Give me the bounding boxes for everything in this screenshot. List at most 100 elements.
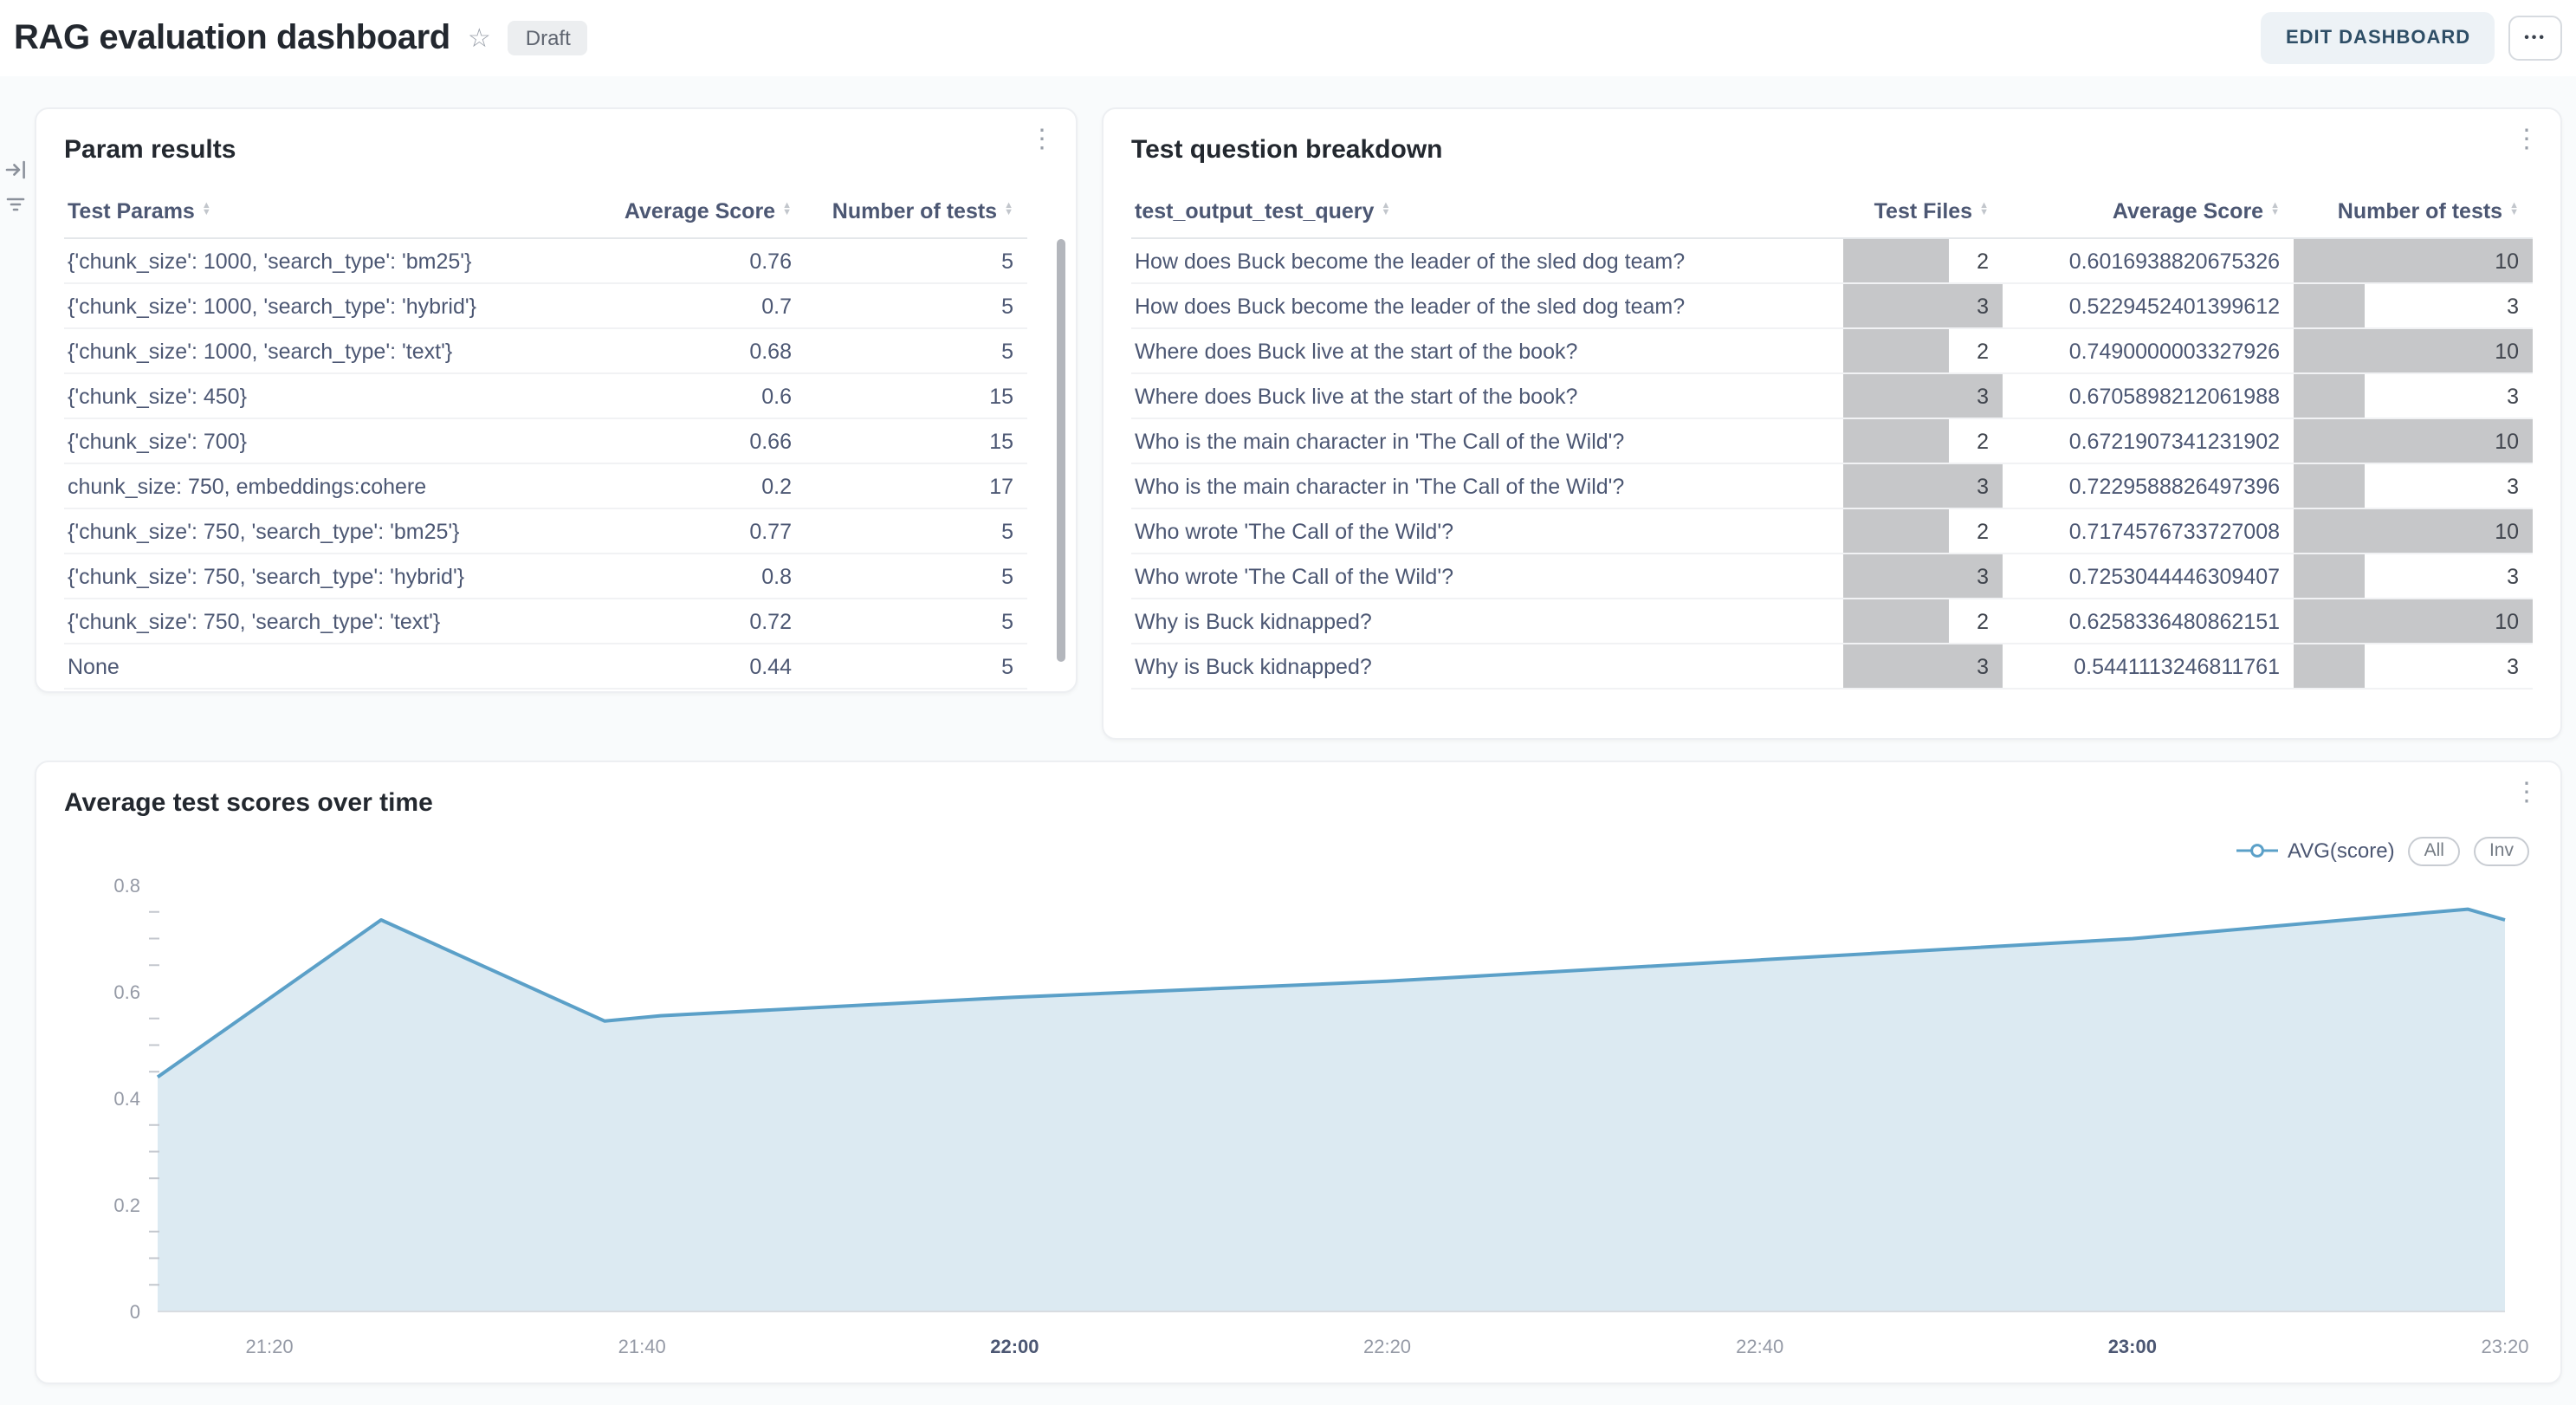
cell: 0.66: [749, 429, 792, 453]
edit-dashboard-button[interactable]: EDIT DASHBOARD: [2261, 12, 2495, 64]
expand-sidebar-icon[interactable]: [5, 159, 26, 180]
table-row[interactable]: {'chunk_size': 1000, 'search_type': 'tex…: [64, 329, 1027, 374]
cell: 5: [1001, 249, 1013, 273]
cell: {'chunk_size': 450}: [68, 384, 247, 408]
cell-value: 3: [2507, 564, 2519, 588]
cell-num-tests: 10: [2294, 599, 2533, 643]
side-controls: [5, 159, 26, 215]
table-header-row: test_output_test_query ▲ ▼ Test Files ▲ ▼ Aver…: [1131, 184, 2533, 239]
data-bar: [1843, 374, 2003, 418]
cell-query: How does Buck become the leader of the s…: [1135, 294, 1686, 318]
svg-text:22:00: 22:00: [990, 1336, 1039, 1357]
cell: 0.68: [749, 339, 792, 363]
table-row[interactable]: {'chunk_size': 750, 'search_type': 'hybr…: [64, 554, 1027, 599]
cell-test-files: 3: [1843, 374, 2003, 418]
data-bar: [2294, 419, 2533, 463]
cell-value: 3: [1977, 564, 1989, 588]
chart-area[interactable]: 0 0.2 0.4 0.6 0.8 21:20 21:40 22:00 22:20 22:40 23…: [64, 868, 2533, 1379]
svg-text:0.6: 0.6: [113, 981, 140, 1003]
cell-avg-score: 0.6721907341231902: [2068, 429, 2280, 453]
data-bar: [1843, 419, 1950, 463]
vertical-scrollbar[interactable]: [1057, 239, 1065, 662]
cell-test-files: 2: [1843, 509, 2003, 553]
legend-item-avg-score[interactable]: AVG(score): [2234, 838, 2395, 863]
cell: 0.72: [749, 609, 792, 633]
favorite-star-icon[interactable]: ☆: [467, 24, 491, 54]
column-header-number-of-tests[interactable]: Number of tests ▲ ▼: [832, 198, 1013, 223]
table-row[interactable]: {'chunk_size': 750, 'search_type': 'text…: [64, 599, 1027, 644]
column-header-number-of-tests[interactable]: Number of tests ▲ ▼: [2337, 198, 2519, 223]
table-row[interactable]: Why is Buck kidnapped? 3 0.544111324681176…: [1131, 644, 2533, 690]
filter-icon[interactable]: [5, 194, 26, 215]
column-header-test-files[interactable]: Test Files ▲ ▼: [1874, 198, 1989, 223]
more-options-button[interactable]: •••: [2508, 16, 2562, 61]
column-header-test-output-test-query[interactable]: test_output_test_query ▲ ▼: [1135, 198, 1391, 223]
cell-query: Who wrote 'The Call of the Wild'?: [1135, 564, 1454, 588]
kebab-menu-icon[interactable]: ⋮: [2514, 125, 2540, 154]
svg-text:0.8: 0.8: [113, 875, 140, 897]
table-row[interactable]: How does Buck become the leader of the s…: [1131, 284, 2533, 329]
svg-text:21:40: 21:40: [618, 1336, 666, 1357]
data-bar: [1843, 644, 2003, 688]
data-bar: [1843, 284, 2003, 327]
cell: 5: [1001, 294, 1013, 318]
cell-test-files: 2: [1843, 599, 2003, 643]
cell: 5: [1001, 654, 1013, 678]
table-row[interactable]: Who wrote 'The Call of the Wild'? 3 0.7253…: [1131, 554, 2533, 599]
table-row[interactable]: How does Buck become the leader of the s…: [1131, 239, 2533, 284]
cell-query: Where does Buck live at the start of the…: [1135, 384, 1578, 408]
table-row[interactable]: Where does Buck live at the start of the…: [1131, 374, 2533, 419]
kebab-menu-icon[interactable]: ⋮: [2514, 778, 2540, 807]
cell-avg-score: 0.7490000003327926: [2068, 339, 2280, 363]
column-header-average-score[interactable]: Average Score ▲ ▼: [624, 198, 792, 223]
cell-num-tests: 10: [2294, 419, 2533, 463]
table-row[interactable]: {'chunk_size': 1000, 'search_type': 'hyb…: [64, 284, 1027, 329]
legend-all-button[interactable]: All: [2408, 836, 2460, 865]
cell: 0.44: [749, 654, 792, 678]
sort-icon: ▲ ▼: [2509, 201, 2519, 217]
table-row[interactable]: {'chunk_size': 700} 0.66 15: [64, 419, 1027, 464]
cell-value: 10: [2495, 339, 2519, 363]
svg-text:0.4: 0.4: [113, 1088, 140, 1110]
cell-avg-score: 0.6705898212061988: [2068, 384, 2280, 408]
table-row[interactable]: Who is the main character in 'The Call o…: [1131, 464, 2533, 509]
cell-query: Why is Buck kidnapped?: [1135, 654, 1372, 678]
cell-query: Who wrote 'The Call of the Wild'?: [1135, 519, 1454, 543]
table-row[interactable]: {'chunk_size': 750, 'search_type': 'bm25…: [64, 509, 1027, 554]
column-header-test-params[interactable]: Test Params ▲ ▼: [68, 198, 211, 223]
cell-value: 3: [1977, 654, 1989, 678]
cell-value: 2: [1977, 249, 1989, 273]
table-row[interactable]: {'chunk_size': 1000, 'search_type': 'bm2…: [64, 239, 1027, 284]
data-bar: [2294, 284, 2366, 327]
column-header-average-score[interactable]: Average Score ▲ ▼: [2112, 198, 2280, 223]
table-row[interactable]: {'chunk_size': 450} 0.6 15: [64, 374, 1027, 419]
data-bar: [2294, 554, 2366, 598]
cell: 0.7: [761, 294, 792, 318]
cell-value: 3: [2507, 474, 2519, 498]
cell: 5: [1001, 339, 1013, 363]
table-row[interactable]: Where does Buck live at the start of the…: [1131, 329, 2533, 374]
cell-value: 3: [1977, 294, 1989, 318]
cell-num-tests: 3: [2294, 374, 2533, 418]
cell: 15: [989, 384, 1013, 408]
cell-test-files: 2: [1843, 419, 2003, 463]
cell-value: 3: [1977, 474, 1989, 498]
cell: 0.8: [761, 564, 792, 588]
table-row[interactable]: chunk_size: 750, embeddings:cohere 0.2 17: [64, 464, 1027, 509]
kebab-menu-icon[interactable]: ⋮: [1029, 125, 1055, 154]
table-row[interactable]: Who wrote 'The Call of the Wild'? 2 0.7174…: [1131, 509, 2533, 554]
table-row[interactable]: None 0.44 5: [64, 644, 1027, 690]
table-row[interactable]: Who is the main character in 'The Call o…: [1131, 419, 2533, 464]
scores-line-chart[interactable]: 0 0.2 0.4 0.6 0.8 21:20 21:40 22:00 22:20 22:40 23…: [64, 868, 2533, 1370]
table-body: {'chunk_size': 1000, 'search_type': 'bm2…: [64, 239, 1027, 690]
cell: {'chunk_size': 750, 'search_type': 'bm25…: [68, 519, 460, 543]
data-bar: [1843, 239, 1950, 282]
cell-avg-score: 0.5441113246811761: [2074, 654, 2280, 678]
cell: 0.6: [761, 384, 792, 408]
cell-value: 3: [2507, 654, 2519, 678]
cell-num-tests: 3: [2294, 464, 2533, 508]
card-title: Test question breakdown: [1131, 135, 1443, 165]
legend-inv-button[interactable]: Inv: [2473, 836, 2529, 865]
table-row[interactable]: Why is Buck kidnapped? 2 0.625833648086215…: [1131, 599, 2533, 644]
cell-value: 3: [1977, 384, 1989, 408]
